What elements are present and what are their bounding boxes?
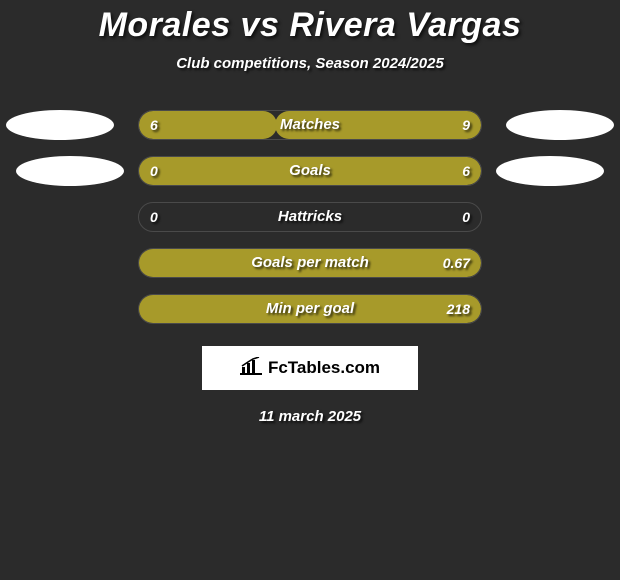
bar-track	[138, 110, 482, 140]
stat-row: Goals per match 0.67	[0, 248, 620, 278]
bar-fill-left	[139, 111, 277, 139]
page-title: Morales vs Rivera Vargas	[0, 0, 620, 45]
bar-fill-right	[275, 111, 481, 139]
bar-track	[138, 294, 482, 324]
branding-text: FcTables.com	[268, 358, 380, 378]
stats-container: 6 Matches 9 0 Goals 6 0 Hattricks 0 Goal…	[0, 110, 620, 324]
player-avatar-left	[6, 110, 114, 140]
stat-row: 0 Hattricks 0	[0, 202, 620, 232]
chart-icon	[240, 357, 262, 380]
player-avatar-right	[496, 156, 604, 186]
stat-row: 6 Matches 9	[0, 110, 620, 140]
player-avatar-left	[16, 156, 124, 186]
bar-fill-right	[138, 249, 481, 277]
player-avatar-right	[506, 110, 614, 140]
stat-row: 0 Goals 6	[0, 156, 620, 186]
date-text: 11 march 2025	[0, 408, 620, 425]
bar-track	[138, 156, 482, 186]
bar-fill-right	[138, 295, 481, 323]
bar-track	[138, 248, 482, 278]
branding-badge: FcTables.com	[202, 346, 418, 390]
bar-fill-right	[138, 157, 481, 185]
bar-track	[138, 202, 482, 232]
stat-row: Min per goal 218	[0, 294, 620, 324]
subtitle: Club competitions, Season 2024/2025	[0, 55, 620, 72]
